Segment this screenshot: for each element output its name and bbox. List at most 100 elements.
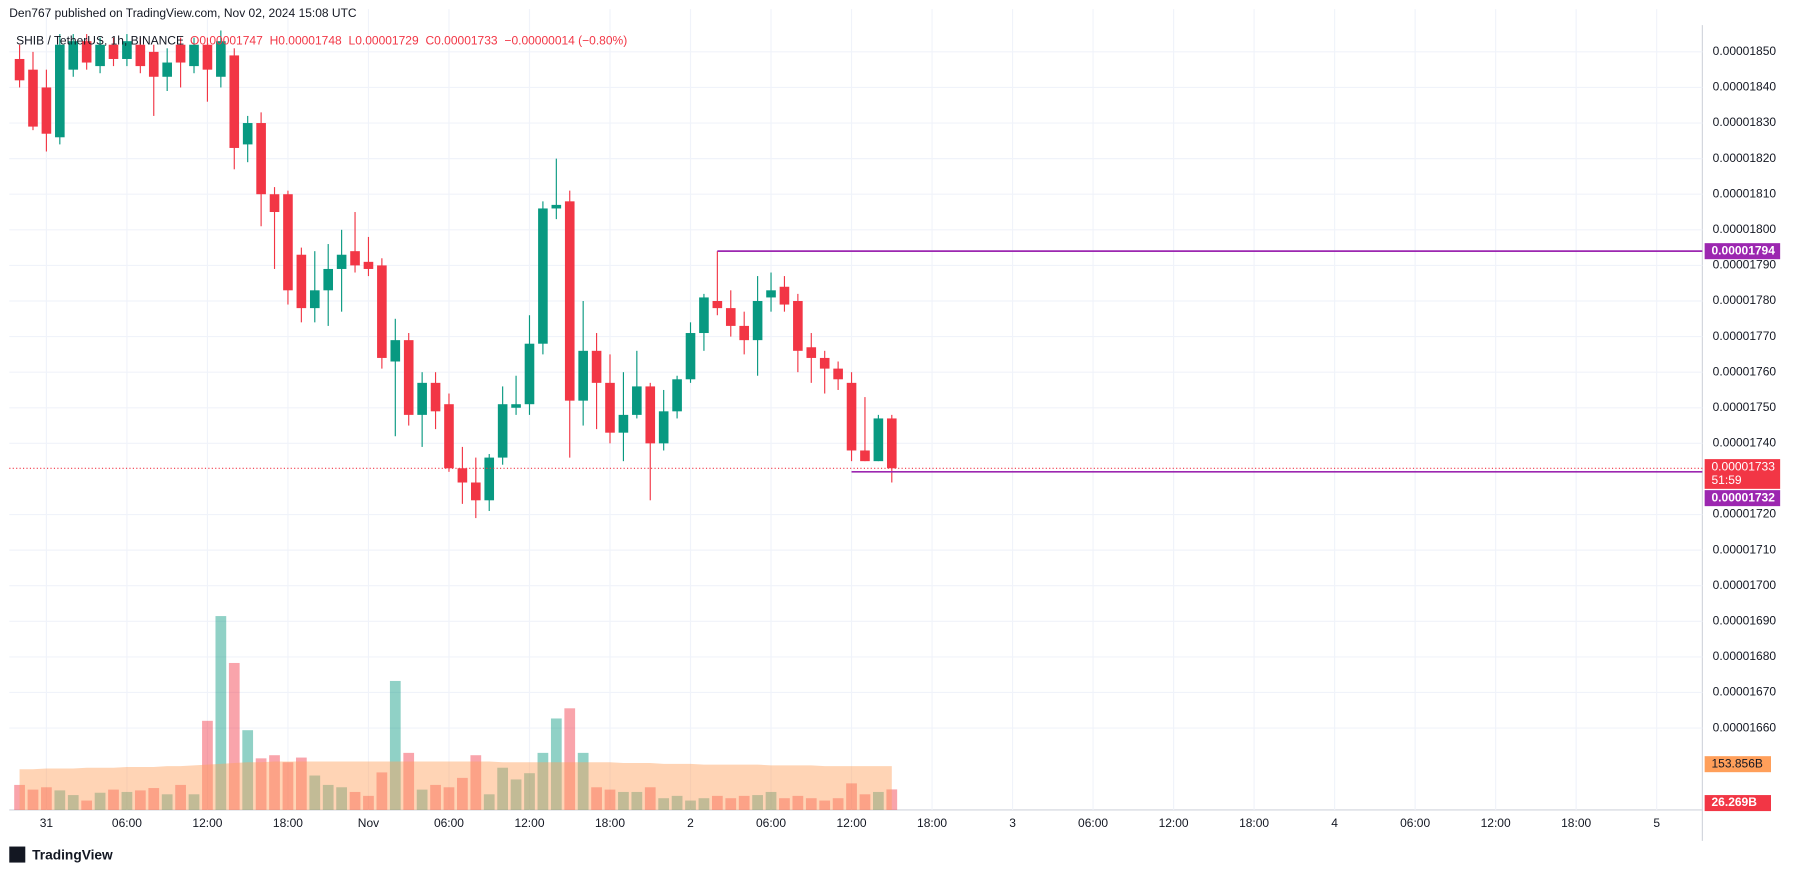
candle-body — [484, 457, 495, 501]
x-tick-label: 12:00 — [192, 816, 222, 830]
candle-body — [457, 468, 468, 483]
candle-body — [672, 379, 682, 412]
candle-body — [444, 404, 454, 469]
candle-body — [41, 87, 52, 134]
candle-body — [68, 41, 79, 70]
x-tick-label: 18:00 — [273, 816, 303, 830]
volume-bar — [470, 755, 482, 810]
ma-badge — [1704, 756, 1771, 773]
volume-bar — [618, 791, 629, 810]
candle-body — [55, 44, 65, 138]
volume-bar — [483, 794, 495, 810]
candle-body — [162, 62, 172, 77]
volume-bar — [161, 794, 173, 810]
candle-body — [229, 55, 240, 148]
x-tick-label: 06:00 — [756, 816, 786, 830]
volume-bar — [41, 787, 52, 810]
volume-bar — [631, 791, 643, 810]
candle-body — [873, 418, 884, 462]
volume-bar — [591, 787, 602, 810]
volume-bar — [295, 757, 307, 810]
volume-bar — [134, 790, 146, 810]
level-badge — [1704, 243, 1781, 260]
volume-ma-area — [19, 761, 892, 810]
volume-bar — [81, 800, 93, 810]
candle-body — [350, 251, 360, 266]
candle-body — [833, 368, 843, 380]
y-tick-label: 0.00001760 — [1713, 364, 1777, 378]
candle-body — [591, 350, 602, 383]
volume-bar — [805, 798, 817, 810]
volume-bar — [765, 791, 777, 810]
volume-bar — [886, 789, 898, 810]
volume-bar — [658, 798, 670, 810]
candle-body — [256, 123, 266, 195]
candle-body — [403, 340, 414, 415]
volume-bar — [577, 752, 589, 810]
candle-body — [618, 414, 629, 433]
candle-body — [685, 333, 696, 380]
volume-bar — [108, 789, 119, 810]
price-badge-label: 0.00001733 — [1712, 459, 1776, 473]
candle-body — [779, 286, 790, 305]
candle-body — [283, 194, 293, 291]
candle-body — [578, 350, 588, 401]
candle-body — [524, 343, 535, 405]
candle-body — [846, 382, 857, 451]
volume-bar — [859, 794, 871, 810]
ma-badge-label: 153.856B — [1712, 756, 1763, 770]
level-badge-label: 0.00001732 — [1712, 490, 1776, 504]
y-tick-label: 0.00001820 — [1713, 151, 1777, 165]
candle-body — [390, 340, 401, 362]
volume-bar — [443, 787, 455, 810]
candle-body — [323, 268, 334, 291]
y-tick-label: 0.00001710 — [1713, 542, 1777, 556]
x-tick-label: 18:00 — [1239, 816, 1269, 830]
candle-body — [605, 382, 615, 433]
volume-bar — [550, 718, 562, 810]
volume-bar — [255, 758, 267, 810]
volume-bar — [376, 772, 388, 810]
legend-entry: −0.00000014 (−0.80%) — [504, 33, 627, 47]
candle-body — [122, 41, 132, 59]
legend-entry: C0.00001733 — [426, 33, 498, 47]
x-tick-label: 18:00 — [917, 816, 947, 830]
x-tick-label: 18:00 — [1561, 816, 1591, 830]
candle-body — [95, 44, 105, 67]
volume-bar — [27, 789, 39, 810]
candle-body — [699, 297, 709, 334]
volume-bar — [524, 773, 535, 810]
tv-logo — [9, 846, 26, 863]
x-tick-label: 31 — [40, 816, 54, 830]
volume-bar — [202, 720, 213, 810]
volume-bar — [457, 777, 468, 810]
y-tick-label: 0.00001670 — [1713, 685, 1777, 699]
volume-badge-label: 26.269B — [1712, 795, 1758, 809]
volume-bar — [389, 680, 401, 810]
volume-bar — [725, 798, 737, 810]
volume-bar — [54, 790, 66, 810]
volume-bar — [792, 795, 804, 810]
candle-body — [497, 404, 508, 458]
x-tick-label: 12:00 — [1159, 816, 1189, 830]
y-tick-label: 0.00001720 — [1713, 507, 1777, 521]
volume-badge — [1704, 795, 1771, 812]
level-badge-label: 0.00001794 — [1712, 243, 1776, 257]
volume-bar — [685, 800, 696, 810]
volume-bar — [14, 784, 25, 810]
volume-bar — [738, 795, 750, 810]
candle-body — [538, 208, 548, 344]
x-tick-label: 06:00 — [1400, 816, 1430, 830]
candle-body — [242, 123, 253, 145]
volume-bar — [752, 795, 763, 810]
volume-bar — [819, 800, 831, 810]
candle-body — [645, 386, 656, 444]
candle-body — [766, 290, 776, 298]
volume-bar — [175, 784, 186, 810]
volume-bar — [269, 755, 280, 810]
candle-body — [309, 290, 320, 309]
volume-bar — [497, 767, 509, 810]
candle-body — [175, 44, 186, 63]
candle-body — [336, 254, 347, 269]
